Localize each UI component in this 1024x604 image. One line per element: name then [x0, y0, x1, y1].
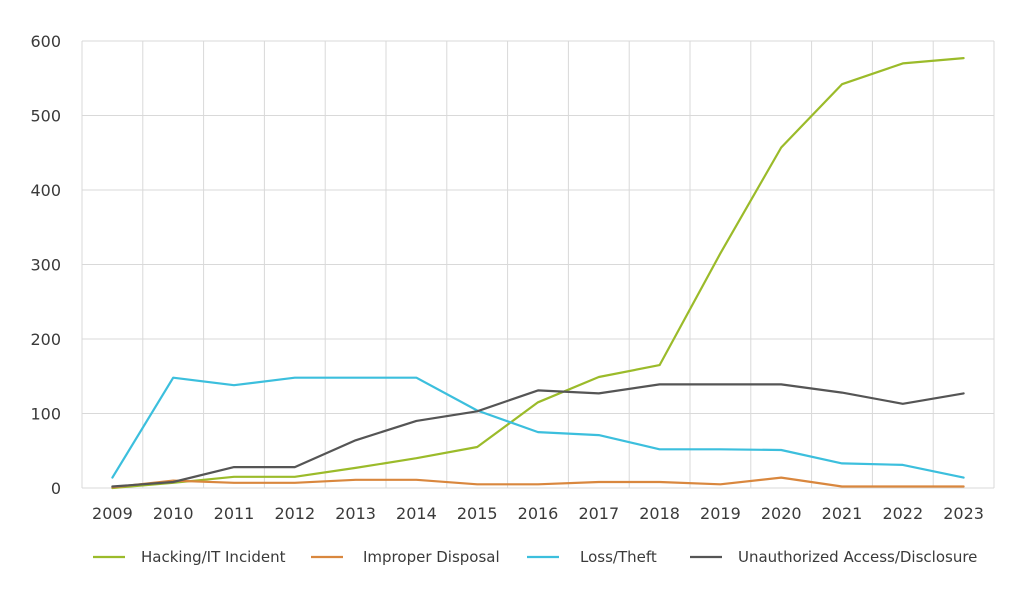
x-tick-label: 2014	[396, 504, 437, 523]
y-tick-label: 300	[30, 256, 61, 275]
x-tick-label: 2019	[700, 504, 741, 523]
x-tick-label: 2023	[943, 504, 984, 523]
x-tick-label: 2018	[639, 504, 680, 523]
x-tick-label: 2013	[335, 504, 376, 523]
x-tick-label: 2015	[457, 504, 498, 523]
series-line-improper-disposal	[111, 476, 965, 489]
x-tick-label: 2011	[214, 504, 255, 523]
x-tick-label: 2021	[822, 504, 863, 523]
legend-label-loss-theft: Loss/Theft	[580, 548, 657, 566]
x-axis: 2009 2010 2011 2012 2013 2014 2015 2016 2017 2018…	[92, 504, 984, 523]
grid	[81, 40, 995, 489]
x-tick-label: 2017	[578, 504, 619, 523]
series-line-unauthorized-access-disclosure	[111, 383, 965, 488]
series-line-loss-theft	[111, 376, 965, 479]
y-tick-label: 0	[51, 479, 61, 498]
y-tick-label: 200	[30, 330, 61, 349]
y-tick-label: 100	[30, 405, 61, 424]
series-line-hacking-it-incident	[111, 56, 965, 490]
legend-label-improper-disposal: Improper Disposal	[363, 548, 500, 566]
y-axis: 0 100 200 300 400 500 600	[30, 32, 61, 498]
y-tick-label: 600	[30, 32, 61, 51]
legend-label-hacking-it-incident: Hacking/IT Incident	[141, 548, 286, 566]
x-tick-label: 2012	[274, 504, 315, 523]
y-tick-label: 400	[30, 181, 61, 200]
y-tick-label: 500	[30, 107, 61, 126]
x-tick-label: 2009	[92, 504, 133, 523]
x-tick-label: 2020	[761, 504, 802, 523]
series-lines	[111, 56, 965, 490]
legend-label-unauthorized-access-disclosure: Unauthorized Access/Disclosure	[738, 548, 977, 566]
x-tick-label: 2010	[153, 504, 194, 523]
x-tick-label: 2016	[518, 504, 559, 523]
x-tick-label: 2022	[882, 504, 923, 523]
legend: Hacking/IT Incident Improper Disposal Loss…	[93, 548, 977, 566]
